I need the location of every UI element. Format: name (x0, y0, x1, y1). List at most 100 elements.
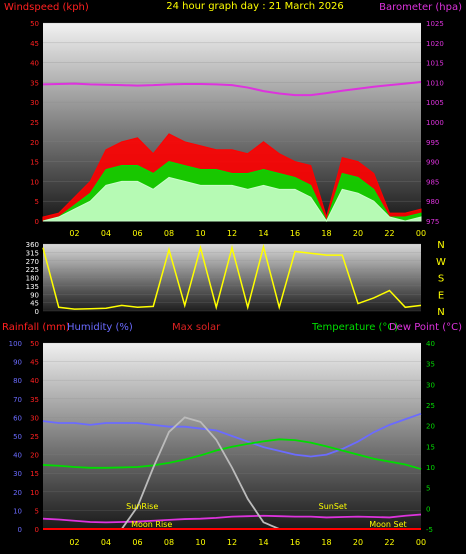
ytick-label-humidity: 20 (13, 489, 22, 497)
ytick-label-right: 1005 (426, 99, 444, 107)
ytick-label: 0 (35, 218, 39, 226)
ytick-label-rain: 45 (30, 359, 39, 367)
ytick-label-rain: 20 (30, 452, 39, 460)
ytick-label-right: 1010 (426, 79, 444, 87)
ytick-label-rain: 5 (35, 507, 39, 515)
ytick-label-humidity: 70 (13, 396, 22, 404)
chart1-yticks-left: 0 5 10 15 20 25 30 35 40 45 50 (30, 20, 39, 226)
xtick-label: 18 (321, 229, 331, 238)
ytick-label-right: -5 (426, 526, 433, 534)
ytick-label-rain: 40 (30, 377, 39, 385)
ytick-label-right: 1015 (426, 60, 444, 68)
sunset-label: SunSet (319, 502, 347, 511)
ytick-label-right: 15 (426, 443, 435, 451)
series-line-dew-point (42, 513, 422, 524)
ytick-label-right: 5 (426, 485, 430, 493)
chart1-title: 24 hour graph day : 21 March 2026 (166, 1, 344, 12)
ytick-label: 360 (26, 241, 39, 249)
xtick-label: 22 (384, 538, 394, 547)
xtick-label: 20 (353, 229, 363, 238)
ytick-label: 25 (30, 119, 39, 127)
xtick-label: 04 (101, 229, 111, 238)
xtick-label: 12 (227, 538, 237, 547)
chart3-legend-maxsolar: Max solar (172, 322, 221, 333)
ytick-label: 45 (30, 300, 39, 308)
ytick-label-rain: 15 (30, 470, 39, 478)
chart3-series (42, 412, 422, 530)
ytick-label: 10 (30, 178, 39, 186)
xtick-label: 08 (164, 538, 174, 547)
xtick-label: 02 (69, 229, 79, 238)
ytick-label-rain: 35 (30, 396, 39, 404)
series-line-barometer (42, 81, 422, 97)
chart3-legend-temperature: Temperature (°C) (311, 322, 398, 333)
ytick-label: 90 (30, 291, 39, 299)
ytick-label-right: 990 (426, 159, 439, 167)
ytick-label-rain: 25 (30, 433, 39, 441)
xtick-label: 06 (132, 229, 142, 238)
compass-label: E (438, 290, 444, 301)
chart1-ylabel: Windspeed (kph) (4, 2, 89, 13)
ytick-label: 135 (26, 283, 39, 291)
chart3-yticks-right: -5 0 5 10 15 20 25 30 35 40 (426, 340, 435, 534)
series-line-wind-direction (42, 243, 422, 311)
compass-label: N (437, 307, 444, 318)
chart3-yticks-humidity: 0 10 20 30 40 50 60 70 80 90 100 (9, 340, 22, 534)
xtick-label: 06 (132, 538, 142, 547)
ytick-label-right: 1025 (426, 20, 444, 28)
xtick-label: 14 (258, 229, 268, 238)
ytick-label: 40 (30, 60, 39, 68)
chart1-series (42, 81, 422, 223)
ytick-label-right: 985 (426, 178, 439, 186)
ytick-label-humidity: 10 (13, 507, 22, 515)
chart2-plot-area (43, 244, 421, 311)
ytick-label: 315 (26, 249, 39, 257)
ytick-label-right: 1020 (426, 40, 444, 48)
ytick-label-right: 10 (426, 464, 435, 472)
xtick-label: 22 (384, 229, 394, 238)
ytick-label-right: 30 (426, 381, 435, 389)
chart3-legend-humidity: Humidity (%) (67, 322, 133, 333)
chart2-series (42, 243, 422, 311)
compass-label: W (436, 257, 446, 268)
xtick-label: 02 (69, 538, 79, 547)
ytick-label-humidity: 50 (13, 433, 22, 441)
ytick-label-rain: 30 (30, 414, 39, 422)
ytick-label-humidity: 80 (13, 377, 22, 385)
ytick-label-right: 35 (426, 361, 435, 369)
xtick-label: 10 (195, 538, 205, 547)
ytick-label-humidity: 90 (13, 359, 22, 367)
ytick-label-right: 40 (426, 340, 435, 348)
ytick-label-humidity: 30 (13, 470, 22, 478)
ytick-label-right: 0 (426, 505, 430, 513)
xtick-label: 00 (416, 538, 426, 547)
chart2-gridlines (43, 243, 421, 312)
xtick-label: 00 (416, 229, 426, 238)
chart3-legend-rainfall: Rainfall (mm) (2, 322, 70, 333)
xtick-label: 10 (195, 229, 205, 238)
ytick-label: 270 (26, 258, 39, 266)
chart1-xticks: 02 04 06 08 10 12 14 16 18 20 22 00 (69, 229, 426, 238)
chart3-xticks: 02 04 06 08 10 12 14 16 18 20 22 00 (69, 538, 426, 547)
series-line-temperature (42, 438, 422, 470)
ytick-label-right: 25 (426, 402, 435, 410)
ytick-label: 35 (30, 79, 39, 87)
series-area-speed (42, 176, 422, 222)
ytick-label-rain: 10 (30, 489, 39, 497)
ytick-label-humidity: 60 (13, 414, 22, 422)
ytick-label: 225 (26, 266, 39, 274)
ytick-label: 50 (30, 20, 39, 28)
ytick-label: 180 (26, 275, 39, 283)
xtick-label: 16 (290, 538, 300, 547)
ytick-label-right: 20 (426, 423, 435, 431)
compass-label: N (437, 240, 444, 251)
ytick-label-right: 1000 (426, 119, 444, 127)
chart3-legend-dewpoint: Dew Point (°C) (389, 322, 462, 333)
ytick-label-right: 995 (426, 139, 439, 147)
xtick-label: 12 (227, 229, 237, 238)
ytick-label: 5 (35, 198, 39, 206)
